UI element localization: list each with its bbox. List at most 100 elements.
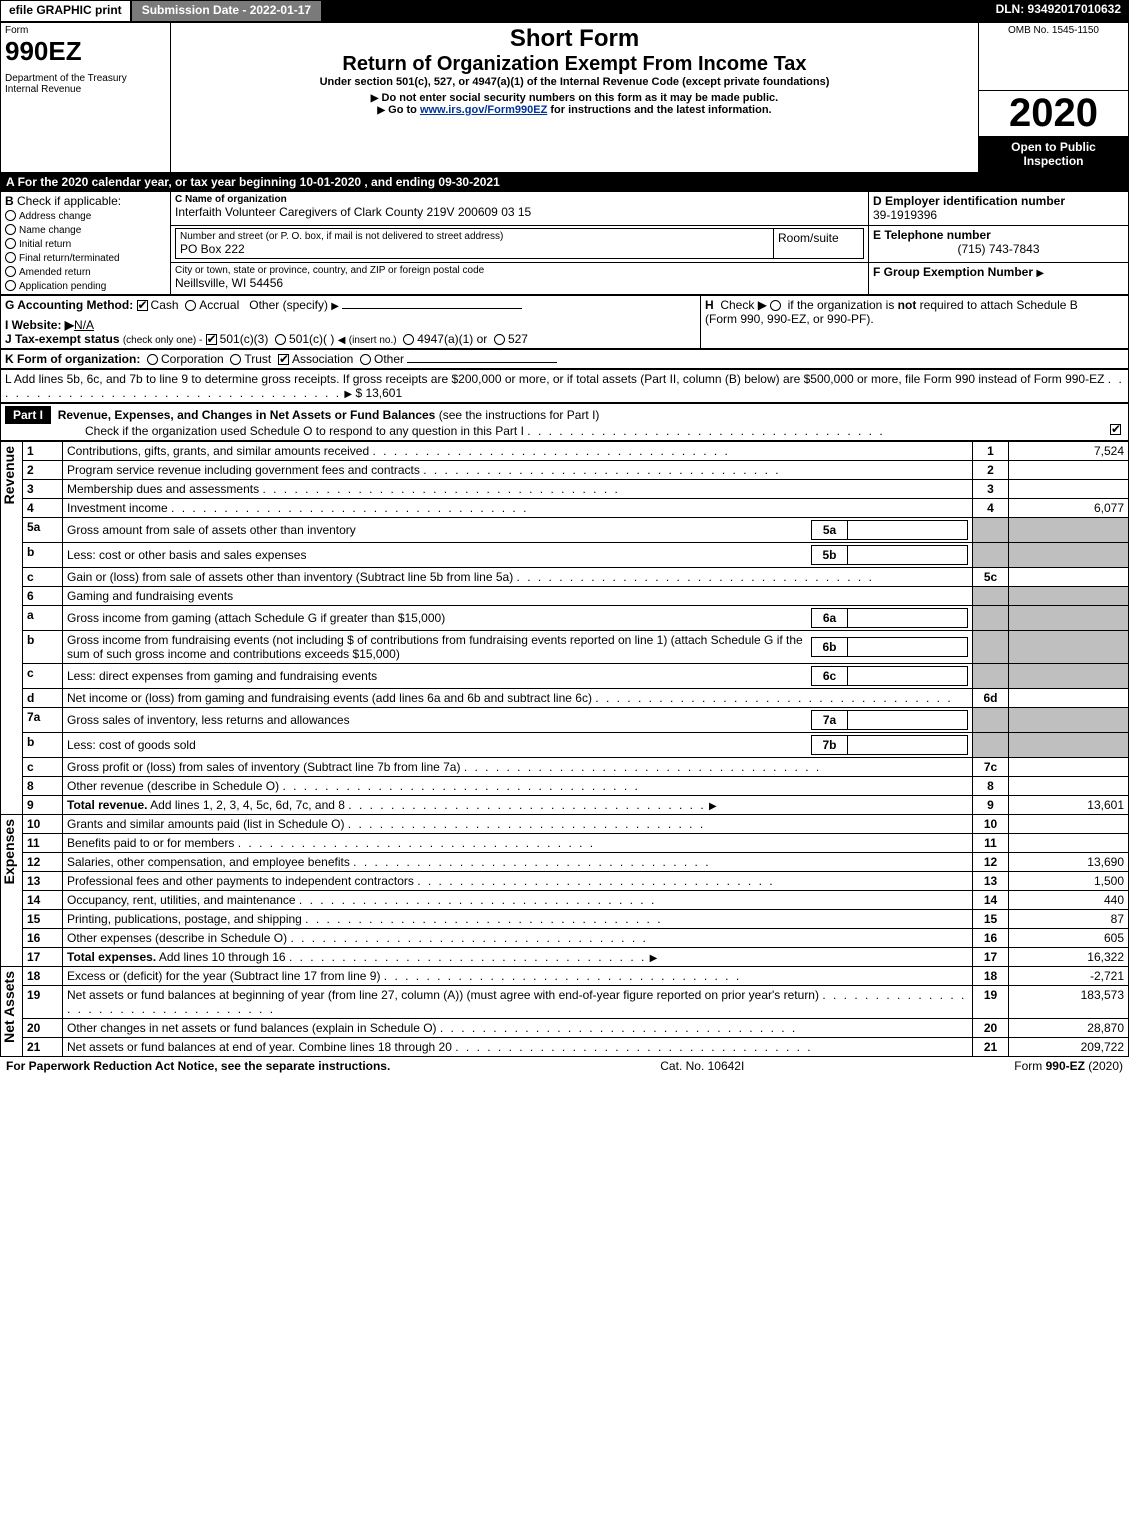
line-row: 5aGross amount from sale of assets other… [1,517,1129,542]
line-number: 4 [23,498,63,517]
line-row: cLess: direct expenses from gaming and f… [1,663,1129,688]
line-description: Net assets or fund balances at end of ye… [63,1037,973,1056]
irs-link[interactable]: www.irs.gov/Form990EZ [420,104,547,116]
k-other-input[interactable] [407,362,557,363]
line-description: Gross income from gaming (attach Schedul… [63,605,973,630]
line-description: Salaries, other compensation, and employ… [63,852,973,871]
line-row: bLess: cost or other basis and sales exp… [1,542,1129,567]
k-other-radio[interactable] [360,354,371,365]
line-number: d [23,688,63,707]
schedule-o-checkbox[interactable] [1110,424,1121,435]
line-number: b [23,630,63,663]
tax-year: 2020 [979,91,1128,136]
col-value-shaded [1009,663,1129,688]
col-value [1009,479,1129,498]
line-row: 17Total expenses. Add lines 10 through 1… [1,947,1129,966]
line-number: a [23,605,63,630]
col-value: 16,322 [1009,947,1129,966]
col-number: 9 [973,795,1009,814]
footer-mid: Cat. No. 10642I [660,1059,744,1073]
accrual-radio[interactable] [185,300,196,311]
l-block: L Add lines 5b, 6c, and 7b to line 9 to … [0,369,1129,403]
b-option-radio[interactable] [5,224,16,235]
j-501c-radio[interactable] [275,334,286,345]
col-number: 18 [973,966,1009,985]
page-footer: For Paperwork Reduction Act Notice, see … [0,1057,1129,1075]
j-501c3-checkbox[interactable] [206,334,217,345]
line-description: Excess or (deficit) for the year (Subtra… [63,966,973,985]
cash-checkbox[interactable] [137,300,148,311]
addr-value: PO Box 222 [180,242,769,256]
line-row: 14Occupancy, rent, utilities, and mainte… [1,890,1129,909]
line-row: cGross profit or (loss) from sales of in… [1,757,1129,776]
line-row: 4Investment income 46,077 [1,498,1129,517]
col-value: 13,690 [1009,852,1129,871]
box-c-label: C Name of organization [175,194,287,205]
col-number-shaded [973,707,1009,732]
line-description: Grants and similar amounts paid (list in… [63,814,973,833]
b-option-radio[interactable] [5,252,16,263]
open-to-public: Open to Public Inspection [979,136,1128,172]
line-h-text3: required to attach Schedule B [916,298,1077,312]
line-row: Net Assets18Excess or (deficit) for the … [1,966,1129,985]
irs-label: Internal Revenue [5,84,166,95]
submission-date-button[interactable]: Submission Date - 2022-01-17 [131,0,322,22]
col-number: 19 [973,985,1009,1018]
k-trust-radio[interactable] [230,354,241,365]
line-number: c [23,663,63,688]
col-value [1009,567,1129,586]
k-corp-radio[interactable] [147,354,158,365]
other-specify-input[interactable] [342,308,522,309]
col-number: 4 [973,498,1009,517]
section-vertical-label: Net Assets [1,967,17,1047]
b-option-radio[interactable] [5,266,16,277]
j-4947-label: 4947(a)(1) or [417,332,487,346]
line-number: 8 [23,776,63,795]
line-l-text: L Add lines 5b, 6c, and 7b to line 9 to … [5,372,1104,386]
col-value: 440 [1009,890,1129,909]
b-option-radio[interactable] [5,210,16,221]
line-number: 15 [23,909,63,928]
line-number: 17 [23,947,63,966]
col-value [1009,688,1129,707]
col-value: 605 [1009,928,1129,947]
line-number: 12 [23,852,63,871]
line-number: 16 [23,928,63,947]
b-option-radio[interactable] [5,280,16,291]
col-number: 16 [973,928,1009,947]
col-value: 1,500 [1009,871,1129,890]
inner-col-label: 7a [812,710,848,729]
line-row: 7aGross sales of inventory, less returns… [1,707,1129,732]
goto-pre: Go to [388,104,420,116]
b-option-radio[interactable] [5,238,16,249]
col-number: 5c [973,567,1009,586]
dots [527,424,884,438]
line-description: Gaming and fundraising events [63,586,973,605]
b-option-label: Amended return [19,267,91,278]
col-value-shaded [1009,707,1129,732]
title-short-form: Short Form [175,25,974,53]
col-number: 6d [973,688,1009,707]
footer-right: Form 990-EZ (2020) [1014,1059,1123,1073]
line-number: 20 [23,1018,63,1037]
line-description: Occupancy, rent, utilities, and maintena… [63,890,973,909]
k-corp-label: Corporation [161,352,224,366]
col-value [1009,814,1129,833]
col-number-shaded [973,732,1009,757]
h-radio[interactable] [770,300,781,311]
j-527-radio[interactable] [494,334,505,345]
col-number: 8 [973,776,1009,795]
footer-left: For Paperwork Reduction Act Notice, see … [6,1059,390,1073]
b-option-label: Final return/terminated [19,253,120,264]
col-value: 183,573 [1009,985,1129,1018]
col-value-shaded [1009,605,1129,630]
j-4947-radio[interactable] [403,334,414,345]
arrow-icon [650,950,658,964]
col-number: 7c [973,757,1009,776]
line-row: bLess: cost of goods sold7b [1,732,1129,757]
k-assoc-checkbox[interactable] [278,354,289,365]
efile-print-button[interactable]: efile GRAPHIC print [0,0,131,22]
subtitle: Under section 501(c), 527, or 4947(a)(1)… [175,76,974,88]
line-j-label: J Tax-exempt status [5,332,120,346]
dln-label: DLN: 93492017010632 [988,0,1129,22]
